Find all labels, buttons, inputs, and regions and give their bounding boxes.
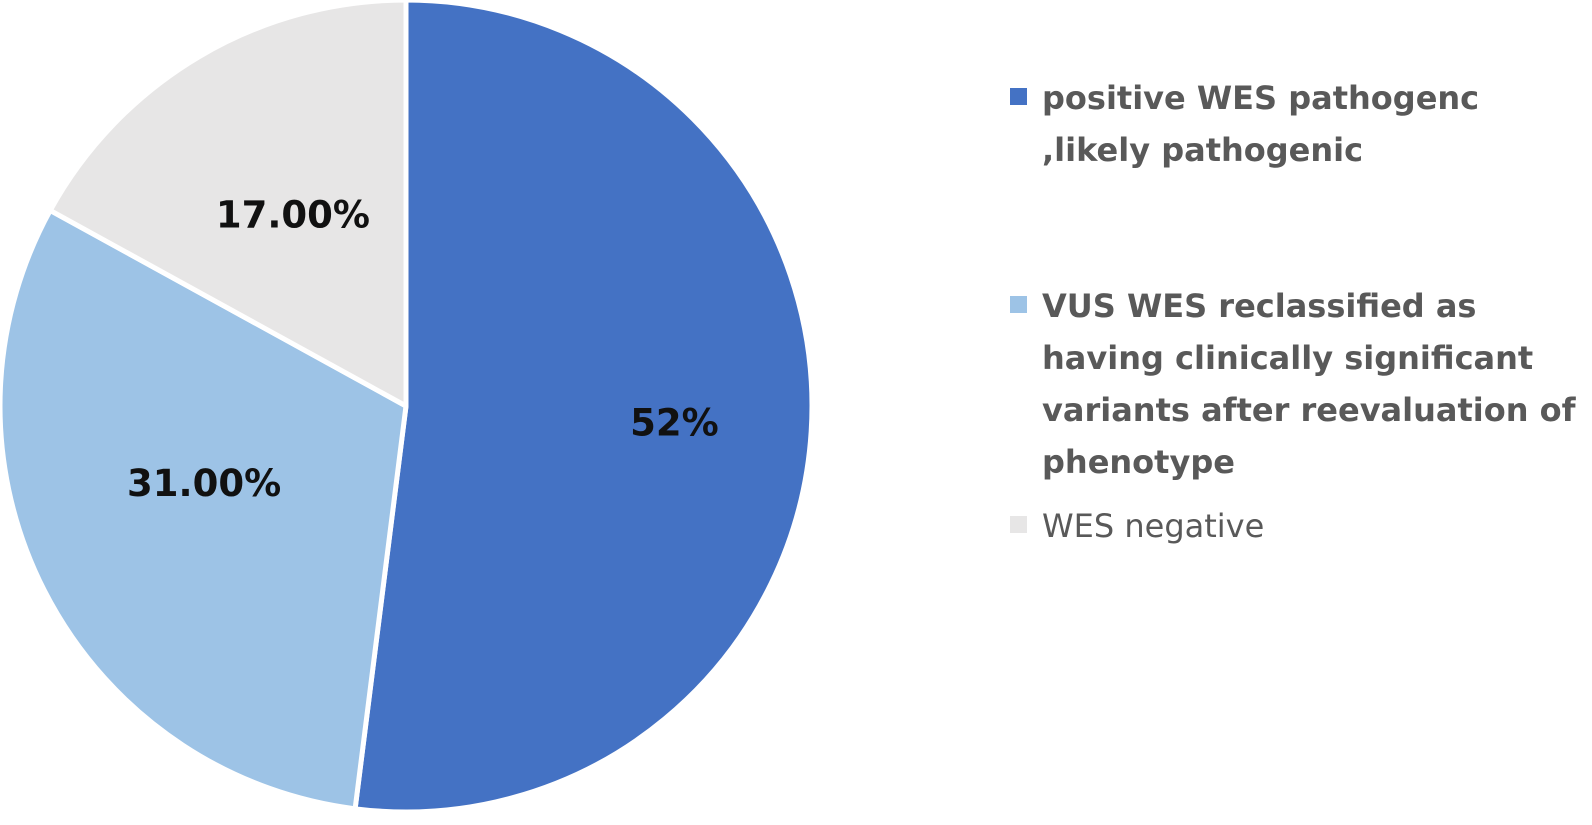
legend-item-wes-negative: WES negative xyxy=(1010,500,1585,552)
slice-label-wes-negative: 17.00% xyxy=(216,193,370,236)
legend-swatch-positive-wes xyxy=(1010,88,1027,105)
slice-label-positive-wes: 52% xyxy=(630,401,719,444)
pie-slice-positive-wes xyxy=(352,0,815,815)
pie-slice-wes-negative xyxy=(47,0,409,409)
pie-plot-area: 52% 31.00% 17.00% xyxy=(0,0,815,815)
legend-swatch-wes-negative xyxy=(1010,516,1027,533)
slice-label-vus-wes: 31.00% xyxy=(127,462,281,505)
legend-swatch-vus-wes xyxy=(1010,296,1027,313)
legend-label-wes-negative: WES negative xyxy=(1042,507,1265,545)
legend-item-positive-wes: positive WES pathogenc ,likely pathogeni… xyxy=(1010,72,1585,176)
pie-slice-vus-wes xyxy=(0,207,409,812)
legend-label-positive-wes: positive WES pathogenc ,likely pathogeni… xyxy=(1042,79,1480,169)
legend-item-vus-wes: VUS WES reclassified as having clinicall… xyxy=(1010,280,1585,488)
legend-label-vus-wes: VUS WES reclassified as having clinicall… xyxy=(1042,287,1576,481)
legend: positive WES pathogenc ,likely pathogeni… xyxy=(1010,72,1585,552)
